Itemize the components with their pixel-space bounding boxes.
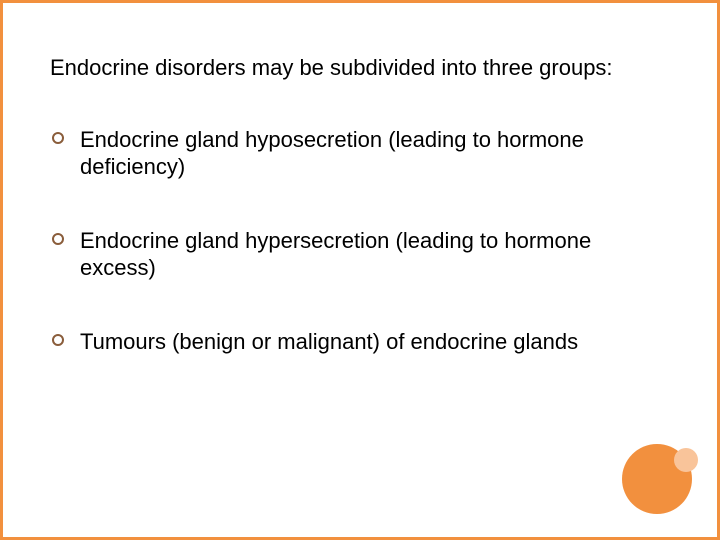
bullet-icon xyxy=(52,233,64,245)
list-item: Endocrine gland hyposecretion (leading t… xyxy=(50,126,640,181)
border-top xyxy=(0,0,720,3)
bullet-icon xyxy=(52,334,64,346)
decor-circle-small-icon xyxy=(674,448,698,472)
bullet-text: Tumours (benign or malignant) of endocri… xyxy=(80,329,578,354)
bullet-text: Endocrine gland hypersecretion (leading … xyxy=(80,228,591,281)
bullet-list: Endocrine gland hyposecretion (leading t… xyxy=(50,126,640,356)
list-item: Endocrine gland hypersecretion (leading … xyxy=(50,227,640,282)
intro-text: Endocrine disorders may be subdivided in… xyxy=(50,54,640,82)
slide: Endocrine disorders may be subdivided in… xyxy=(0,0,720,540)
bullet-icon xyxy=(52,132,64,144)
content-area: Endocrine disorders may be subdivided in… xyxy=(50,54,640,401)
bullet-text: Endocrine gland hyposecretion (leading t… xyxy=(80,127,584,180)
list-item: Tumours (benign or malignant) of endocri… xyxy=(50,328,640,356)
border-left xyxy=(0,0,3,540)
